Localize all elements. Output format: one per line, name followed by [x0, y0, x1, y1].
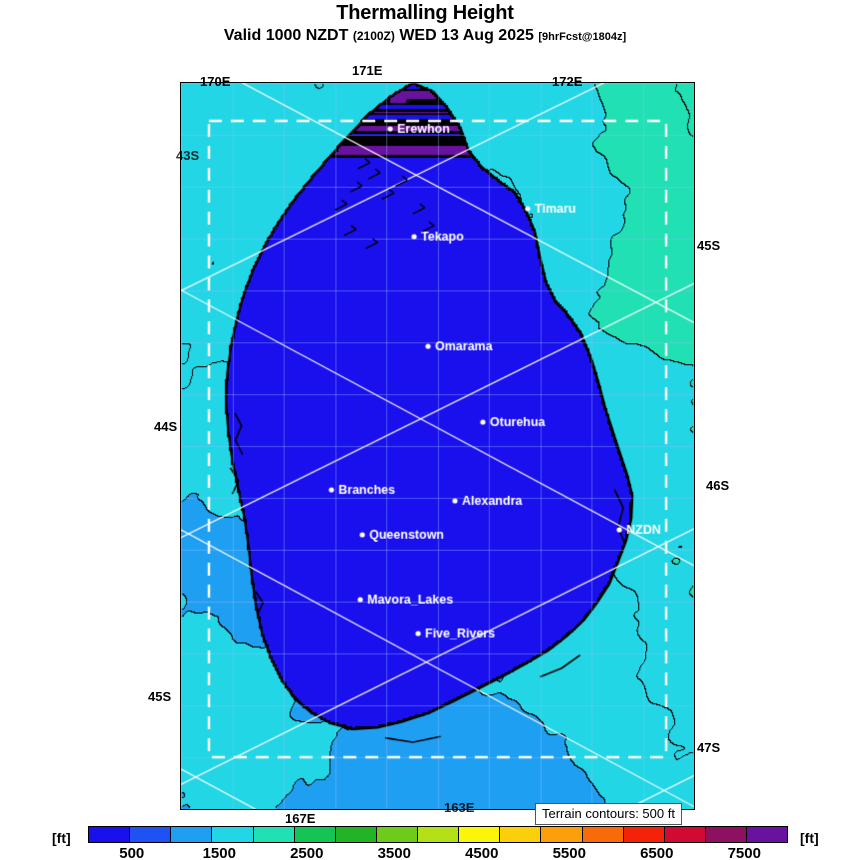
colorbar-segment	[335, 827, 377, 842]
valid-time-zulu: (2100Z)	[352, 29, 395, 43]
lon-163e: 163E	[444, 800, 475, 815]
colorbar-segment	[130, 827, 172, 842]
lat-47s-right: 47S	[697, 740, 721, 755]
forecast-run-tag: [9hrFcst@1804z]	[538, 31, 627, 43]
colorbar-segment	[171, 827, 213, 842]
colorbar-segment	[582, 827, 624, 842]
thermalling-height-field	[181, 83, 694, 809]
colorbar-segment	[623, 827, 665, 842]
lat-43s: 43S	[176, 148, 200, 163]
colorbar-tick: 4500	[465, 845, 499, 860]
colorbar-tick: 1500	[202, 845, 236, 860]
lat-44s: 44S	[154, 419, 178, 434]
lon-167e: 167E	[285, 811, 316, 826]
colorbar-segment	[418, 827, 460, 842]
valid-date: WED 13 Aug 2025	[399, 27, 534, 44]
colorbar-segment	[294, 827, 336, 842]
lat-45s-left: 45S	[148, 689, 172, 704]
colorbar-unit-right: [ft]	[800, 830, 819, 846]
thermalling-height-map[interactable]	[180, 82, 695, 810]
colorbar-tick: 6500	[640, 845, 674, 860]
colorbar-segment	[541, 827, 583, 842]
colorbar-segment	[253, 827, 295, 842]
lon-170e: 170E	[200, 74, 231, 89]
valid-time: Valid 1000 NZDT	[223, 27, 349, 44]
colorbar-tick-labels: 500 1500 2500 3500 4500 5500 6500 7500	[88, 845, 788, 860]
colorbar-segment	[376, 827, 418, 842]
terrain-contour-legend: Terrain contours: 500 ft	[535, 803, 682, 825]
colorbar-segment	[459, 827, 501, 842]
lon-172e: 172E	[552, 74, 583, 89]
lon-171e: 171E	[352, 63, 383, 78]
lat-46s-right: 46S	[706, 478, 730, 493]
colorbar-region: [ft] 500 1500 2500 3500 4500 5500 6500 7500 [ft…	[0, 822, 850, 860]
colorbar-segment	[500, 827, 542, 842]
forecast-subtitle: Valid 1000 NZDT (2100Z) WED 13 Aug 2025 …	[0, 27, 850, 45]
page-title: Thermalling Height	[336, 2, 514, 24]
colorbar-segment	[664, 827, 706, 842]
colorbar-tick: 7500	[727, 845, 761, 860]
colorbar-segment	[747, 827, 788, 842]
colorbar-unit-left: [ft]	[52, 830, 71, 846]
colorbar-scale[interactable]	[88, 826, 788, 843]
colorbar-tick: 500	[119, 845, 145, 860]
colorbar-segment	[89, 827, 131, 842]
colorbar-segment	[212, 827, 254, 842]
colorbar-tick: 3500	[377, 845, 411, 860]
colorbar-tick: 2500	[290, 845, 324, 860]
colorbar-tick: 5500	[552, 845, 586, 860]
lat-45s-right: 45S	[697, 238, 721, 253]
colorbar-segment	[705, 827, 747, 842]
